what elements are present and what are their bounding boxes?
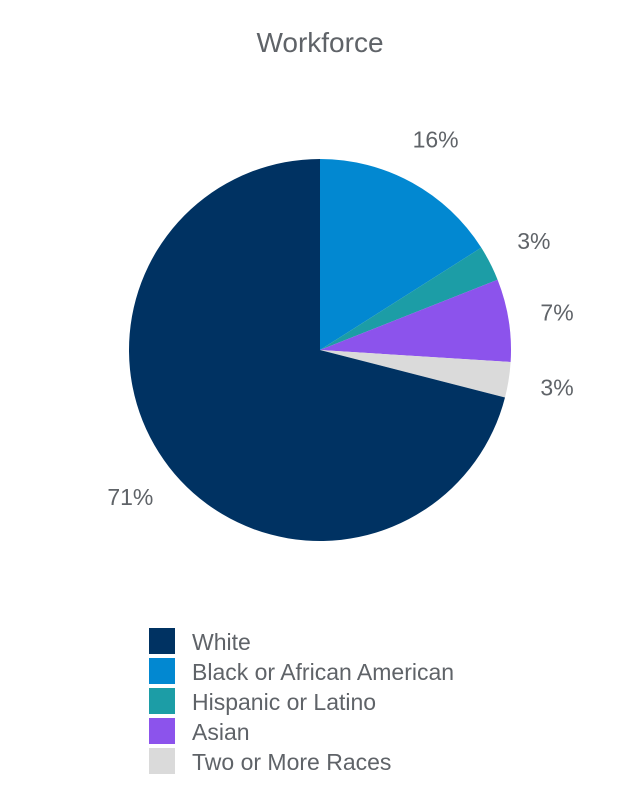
- pie-slice-two-or-more-races: [320, 350, 511, 398]
- pie-slices: [129, 159, 511, 541]
- legend-swatch-hispanic-or-latino: [149, 688, 175, 714]
- legend-swatch-two-or-more-races: [149, 748, 175, 774]
- pie-slice-asian: [320, 279, 511, 362]
- legend-label-asian: Asian: [192, 719, 250, 745]
- legend-label-black-or-african-american: Black or African American: [192, 659, 454, 685]
- legend-swatch-asian: [149, 718, 175, 744]
- legend-swatch-white: [149, 628, 175, 654]
- data-label-white: 71%: [107, 484, 153, 510]
- data-label-asian: 7%: [540, 299, 573, 325]
- pie-data-labels: 16% 3% 7% 3% 71%: [107, 127, 573, 510]
- legend-swatch-black-or-african-american: [149, 658, 175, 684]
- pie-slice-white: [129, 159, 505, 541]
- data-label-hispanic-or-latino: 3%: [517, 228, 550, 254]
- chart-title: Workforce: [256, 27, 383, 58]
- pie-slice-black-or-african-american: [320, 159, 482, 350]
- legend-label-hispanic-or-latino: Hispanic or Latino: [192, 689, 376, 715]
- data-label-two-or-more-races: 3%: [540, 375, 573, 401]
- data-label-black-or-african-american: 16%: [413, 127, 459, 153]
- legend-label-two-or-more-races: Two or More Races: [192, 749, 391, 775]
- legend: White Black or African American Hispanic o…: [149, 628, 454, 775]
- pie-slice-hispanic-or-latino: [320, 247, 498, 350]
- legend-label-white: White: [192, 629, 251, 655]
